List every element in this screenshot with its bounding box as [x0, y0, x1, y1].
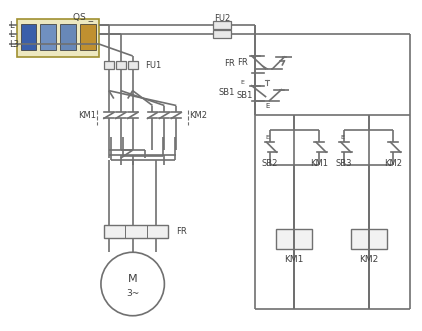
Bar: [276, 229, 312, 249]
Text: SB2: SB2: [261, 159, 278, 167]
Bar: [116, 61, 126, 69]
Bar: [41, 24, 56, 50]
Text: M: M: [128, 274, 138, 284]
Text: SB3: SB3: [335, 159, 352, 167]
Bar: [351, 229, 387, 249]
Text: KM2: KM2: [189, 111, 207, 120]
Text: SB1: SB1: [237, 91, 253, 100]
Bar: [104, 61, 114, 69]
Text: KM2: KM2: [359, 255, 378, 264]
Text: L: L: [9, 21, 14, 30]
Text: QS _: QS _: [73, 12, 93, 21]
Bar: [104, 224, 168, 238]
Text: KM2: KM2: [384, 159, 403, 167]
Text: FU2: FU2: [214, 14, 230, 23]
Bar: [213, 21, 231, 29]
Text: E: E: [340, 135, 344, 140]
Bar: [80, 24, 96, 50]
Text: E: E: [241, 80, 245, 85]
Text: L: L: [9, 29, 14, 39]
Bar: [21, 24, 36, 50]
Text: KM1: KM1: [78, 111, 96, 120]
Text: FR: FR: [237, 58, 248, 68]
Text: KM1: KM1: [284, 255, 304, 264]
Text: E: E: [265, 135, 270, 140]
Text: L3: L3: [9, 39, 19, 49]
Text: FU1: FU1: [146, 61, 162, 71]
Text: FR: FR: [224, 59, 235, 69]
Text: 3~: 3~: [126, 289, 139, 299]
Text: KM1: KM1: [310, 159, 328, 167]
Bar: [213, 30, 231, 38]
Text: FR: FR: [176, 227, 187, 236]
Text: SB1: SB1: [219, 88, 235, 97]
Bar: [60, 24, 76, 50]
Circle shape: [101, 252, 165, 316]
FancyBboxPatch shape: [16, 19, 99, 57]
Bar: [128, 61, 138, 69]
Text: E: E: [265, 103, 270, 109]
